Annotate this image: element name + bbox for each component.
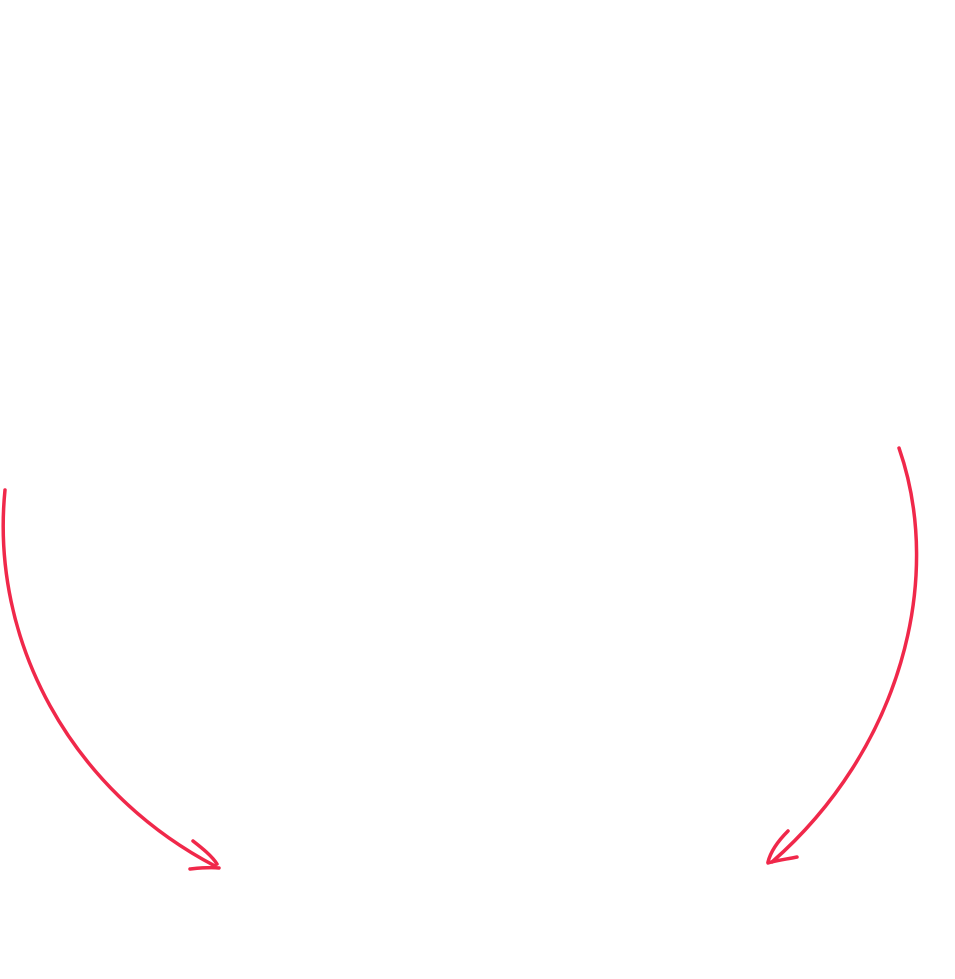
- right-arrow-shaft: [770, 446, 919, 864]
- left-curved-arrow: [1, 488, 221, 871]
- right-arrow-head-lower: [766, 855, 799, 865]
- right-curved-arrow: [766, 446, 919, 865]
- left-arrow-head-lower: [188, 865, 221, 871]
- right-arrow-head-upper: [766, 829, 790, 864]
- left-arrow-shaft: [1, 488, 217, 868]
- left-arrow-head-upper: [191, 839, 219, 866]
